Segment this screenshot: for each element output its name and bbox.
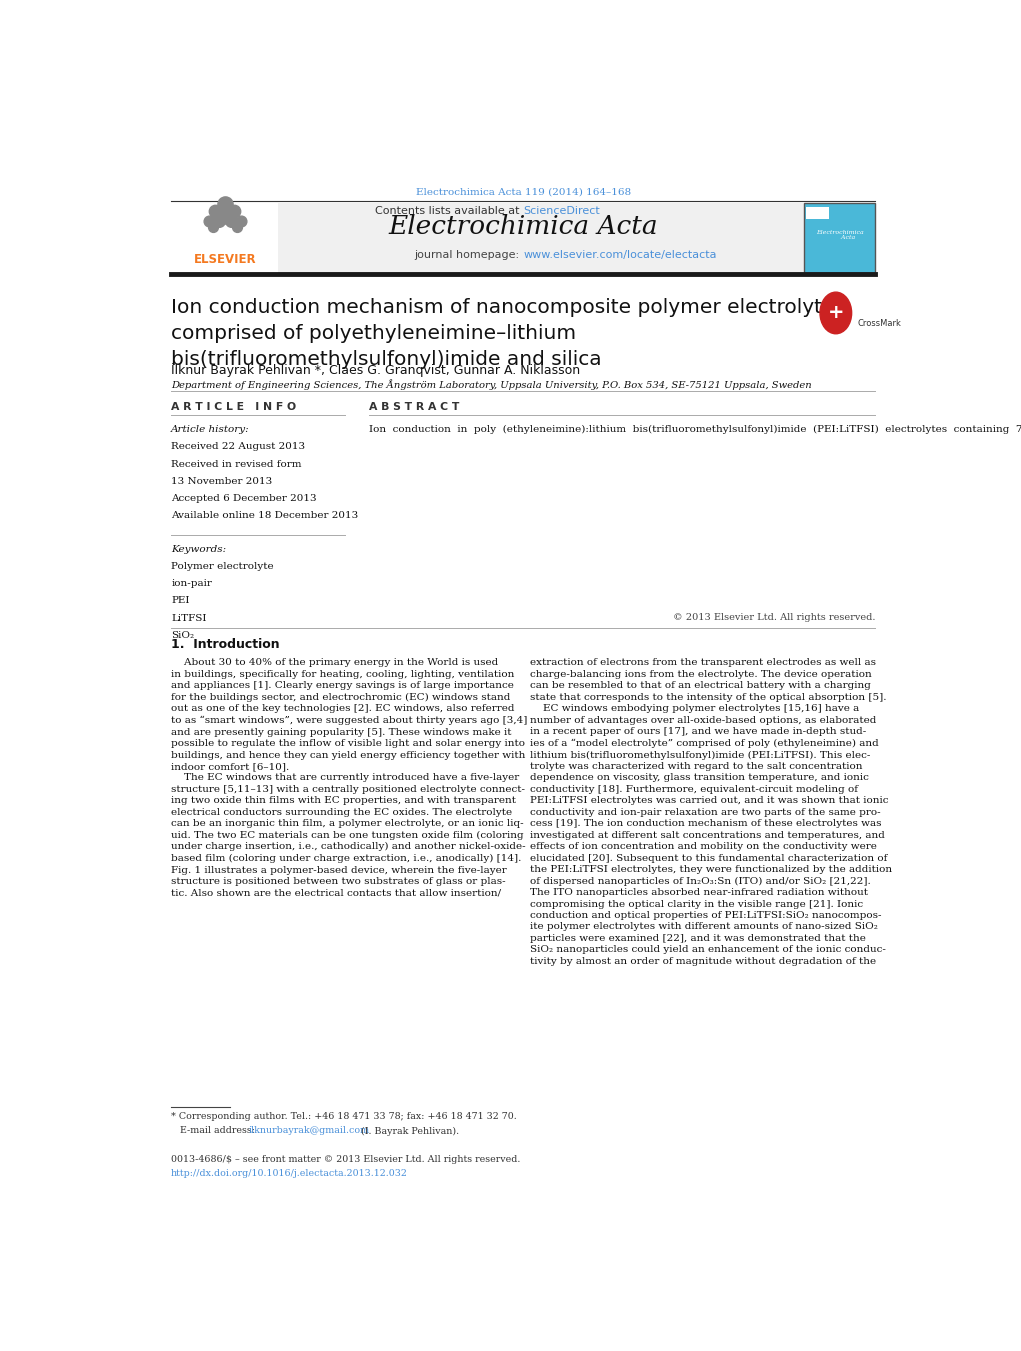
Text: 0013-4686/$ – see front matter © 2013 Elsevier Ltd. All rights reserved.: 0013-4686/$ – see front matter © 2013 El… xyxy=(172,1155,521,1163)
Point xyxy=(216,207,233,228)
Point xyxy=(216,193,233,215)
Text: * Corresponding author. Tel.: +46 18 471 33 78; fax: +46 18 471 32 70.: * Corresponding author. Tel.: +46 18 471… xyxy=(172,1112,517,1121)
Text: A R T I C L E   I N F O: A R T I C L E I N F O xyxy=(172,403,296,412)
Text: Polymer electrolyte: Polymer electrolyte xyxy=(172,562,274,571)
Point xyxy=(205,216,222,238)
Text: extraction of electrons from the transparent electrodes as well as
charge-balanc: extraction of electrons from the transpa… xyxy=(530,658,891,966)
Text: ScienceDirect: ScienceDirect xyxy=(523,205,600,216)
Text: ion-pair: ion-pair xyxy=(172,580,212,588)
Point xyxy=(227,200,243,222)
Text: SiO₂: SiO₂ xyxy=(172,631,194,640)
Circle shape xyxy=(820,292,852,334)
Text: E-mail address:: E-mail address: xyxy=(172,1127,258,1135)
Text: 13 November 2013: 13 November 2013 xyxy=(172,477,273,486)
Text: (I. Bayrak Pehlivan).: (I. Bayrak Pehlivan). xyxy=(358,1127,459,1136)
Text: ilknurbayrak@gmail.com: ilknurbayrak@gmail.com xyxy=(249,1127,370,1135)
Text: Ion conduction mechanism of nanocomposite polymer electrolytes
comprised of poly: Ion conduction mechanism of nanocomposit… xyxy=(172,299,845,369)
FancyBboxPatch shape xyxy=(806,207,829,219)
Point xyxy=(210,211,227,232)
FancyBboxPatch shape xyxy=(805,203,875,273)
Text: www.elsevier.com/locate/electacta: www.elsevier.com/locate/electacta xyxy=(523,250,717,259)
Text: journal homepage:: journal homepage: xyxy=(415,250,523,259)
Point xyxy=(201,211,217,232)
Text: Article history:: Article history: xyxy=(172,426,250,434)
Text: Keywords:: Keywords: xyxy=(172,544,227,554)
Text: Electrochimica Acta: Electrochimica Acta xyxy=(388,213,659,239)
Text: A B S T R A C T: A B S T R A C T xyxy=(369,403,459,412)
Text: LiTFSI: LiTFSI xyxy=(172,613,206,623)
Text: Received in revised form: Received in revised form xyxy=(172,459,301,469)
FancyBboxPatch shape xyxy=(172,203,278,273)
Text: Contents lists available at: Contents lists available at xyxy=(376,205,523,216)
Point xyxy=(207,200,224,222)
Text: http://dx.doi.org/10.1016/j.electacta.2013.12.032: http://dx.doi.org/10.1016/j.electacta.20… xyxy=(172,1169,408,1178)
FancyBboxPatch shape xyxy=(172,203,875,273)
Point xyxy=(229,216,245,238)
Text: PEI: PEI xyxy=(172,596,190,605)
Text: Electrochimica Acta 119 (2014) 164–168: Electrochimica Acta 119 (2014) 164–168 xyxy=(416,186,631,196)
Text: Electrochimica
        Acta: Electrochimica Acta xyxy=(816,230,864,240)
Text: Accepted 6 December 2013: Accepted 6 December 2013 xyxy=(172,494,317,503)
Text: Available online 18 December 2013: Available online 18 December 2013 xyxy=(172,511,358,520)
Point xyxy=(224,211,240,232)
Text: İlknur Bayrak Pehlivan *, Claes G. Granqvist, Gunnar A. Niklasson: İlknur Bayrak Pehlivan *, Claes G. Granq… xyxy=(172,363,580,377)
Text: About 30 to 40% of the primary energy in the World is used
in buildings, specifi: About 30 to 40% of the primary energy in… xyxy=(172,658,528,897)
Text: 1.  Introduction: 1. Introduction xyxy=(172,638,280,651)
Text: Ion  conduction  in  poly  (ethyleneimine):lithium  bis(trifluoromethylsulfonyl): Ion conduction in poly (ethyleneimine):l… xyxy=(369,426,1021,435)
Text: ELSEVIER: ELSEVIER xyxy=(194,253,256,266)
Text: Department of Engineering Sciences, The Ångström Laboratory, Uppsala University,: Department of Engineering Sciences, The … xyxy=(172,380,812,390)
Text: +: + xyxy=(828,304,844,323)
Text: Received 22 August 2013: Received 22 August 2013 xyxy=(172,443,305,451)
Text: CrossMark: CrossMark xyxy=(858,319,902,328)
Point xyxy=(233,211,249,232)
Text: © 2013 Elsevier Ltd. All rights reserved.: © 2013 Elsevier Ltd. All rights reserved… xyxy=(673,612,875,621)
